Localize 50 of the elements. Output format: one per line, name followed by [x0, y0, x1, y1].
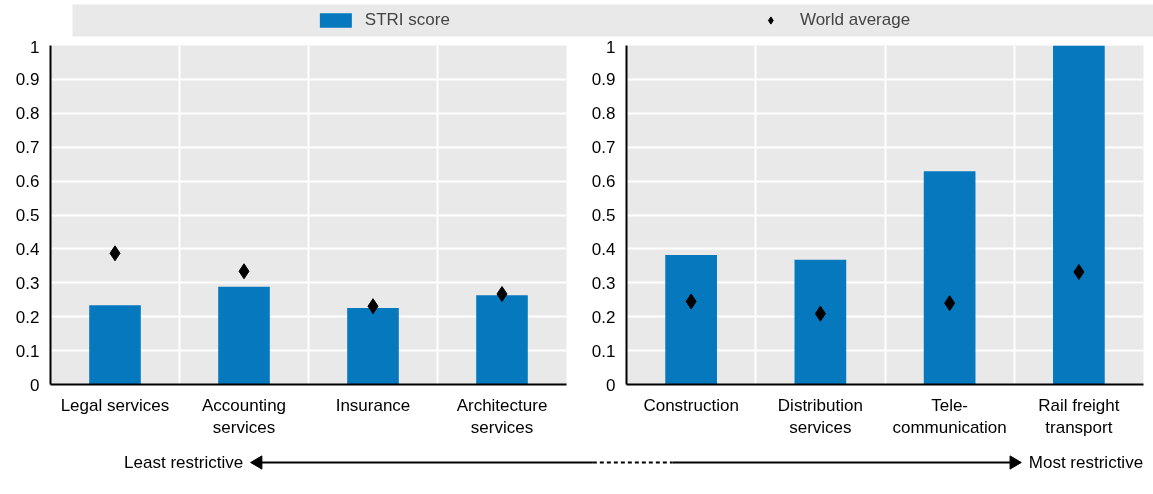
- y-tick-label: 0.8: [15, 104, 40, 124]
- x-tick-label: Tele- communication: [892, 395, 1007, 438]
- y-tick-label: 0: [606, 375, 616, 395]
- bar: [794, 259, 847, 385]
- bar: [665, 255, 717, 385]
- x-tick-label: Distribution services: [777, 395, 863, 438]
- text: Least restrictive: [124, 453, 244, 472]
- y-tick-label: 0.4: [15, 239, 40, 259]
- point: [109, 245, 121, 262]
- legend-label: STRI score: [364, 10, 450, 30]
- point: [944, 295, 956, 312]
- point: [1073, 263, 1085, 280]
- y-tick-label: 0.6: [15, 172, 40, 192]
- y-tick-label: 0.1: [591, 341, 616, 361]
- y-tick-label: 0.6: [591, 172, 616, 192]
- x-tick-label: Accounting services: [201, 395, 287, 438]
- bar: [476, 295, 528, 385]
- y-tick-label: 0.3: [15, 273, 40, 293]
- y-tick-label: 0.5: [15, 206, 40, 225]
- x-tick-label: Rail freight transport: [1038, 395, 1120, 438]
- y-tick-label: 0.9: [591, 70, 616, 90]
- bar: [347, 307, 399, 385]
- y-tick-label: 0.2: [591, 307, 616, 327]
- y-tick-label: 1: [30, 37, 40, 57]
- bar: [1053, 45, 1105, 385]
- y-tick-label: 0.1: [15, 341, 40, 361]
- x-tick-label: Architecture services: [456, 395, 548, 438]
- point: [238, 263, 250, 280]
- y-tick-label: 0: [30, 375, 40, 395]
- y-tick-label: 0.7: [591, 138, 616, 158]
- y-tick-label: 0.8: [591, 104, 616, 124]
- point: [814, 305, 826, 322]
- y-tick-label: 0.9: [15, 70, 40, 90]
- bar: [923, 171, 976, 385]
- x-tick-label: Construction: [643, 395, 739, 415]
- legend-label: World average: [799, 10, 911, 30]
- y-tick-label: 1: [606, 37, 616, 57]
- y-tick-label: 0.5: [591, 206, 616, 225]
- y-tick-label: 0.7: [15, 138, 40, 158]
- point: [685, 293, 697, 310]
- y-tick-label: 0.4: [591, 239, 616, 259]
- point: [496, 285, 508, 302]
- bar: [89, 305, 141, 385]
- y-tick-label: 0.2: [15, 307, 40, 327]
- point: [367, 298, 379, 315]
- x-tick-label: Insurance: [335, 395, 411, 415]
- y-tick-label: 0.3: [591, 273, 616, 293]
- x-tick-label: Legal services: [60, 395, 170, 415]
- text: Most restrictive: [1028, 453, 1144, 472]
- bar: [218, 286, 270, 385]
